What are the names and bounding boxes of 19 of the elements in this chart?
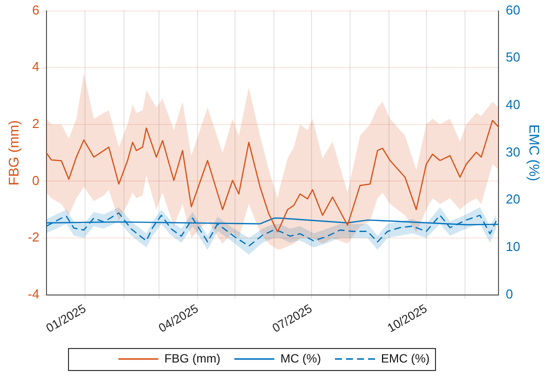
y-axis-title: FBG (mm) <box>5 120 22 186</box>
y-tick-label: 0 <box>32 172 40 188</box>
line-series <box>46 212 497 247</box>
y-tick-label: -4 <box>28 286 40 302</box>
y2-tick-label: 60 <box>506 2 520 18</box>
y2-tick-label: 0 <box>506 286 513 302</box>
y2-axis-title: EMC (%) <box>526 124 543 182</box>
y-tick-label: 4 <box>32 59 40 74</box>
y2-tick-label: 50 <box>506 50 520 65</box>
y-tick-label: 2 <box>32 116 40 131</box>
legend-label: EMC (%) <box>380 351 430 366</box>
legend-label: MC (%) <box>280 351 322 366</box>
y2-tick-label: 30 <box>506 144 520 160</box>
y-tick-label: -2 <box>28 230 40 245</box>
y2-tick-label: 40 <box>506 97 520 112</box>
y2-tick-label: 10 <box>506 239 520 254</box>
y2-tick-label: 20 <box>506 192 520 207</box>
y-tick-label: 6 <box>32 2 40 18</box>
legend-label: FBG (mm) <box>164 351 220 366</box>
